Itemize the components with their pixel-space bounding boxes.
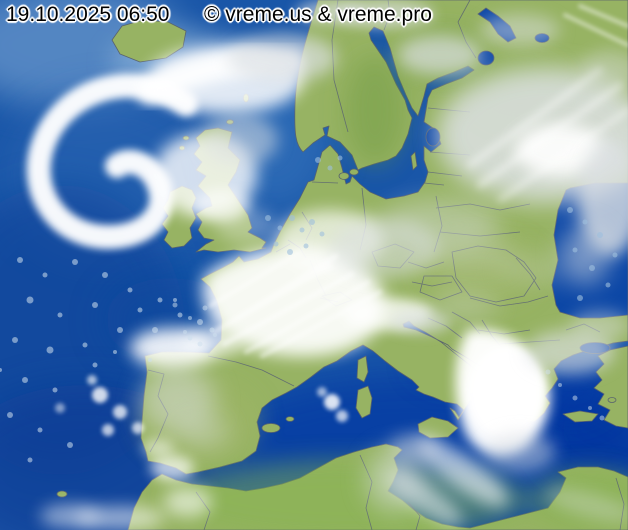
- sicily: [417, 416, 459, 439]
- haze-libya-coast: [546, 488, 628, 522]
- cloud-norway-top: [295, 0, 365, 24]
- storm-tail: [416, 437, 508, 507]
- cloud-mass-north: [227, 34, 337, 82]
- danish-island: [349, 168, 359, 176]
- corsica: [356, 355, 369, 383]
- menorca: [285, 416, 295, 422]
- cloud-north-sea: [202, 114, 278, 166]
- cloud-south-ionian: [485, 432, 555, 472]
- cloud-northeast: [580, 50, 628, 90]
- cloud-thrace: [570, 311, 628, 341]
- biscay-speckles: [172, 302, 217, 347]
- front-streaks: [208, 250, 382, 358]
- iceland: [111, 19, 187, 63]
- aegean-speckles: [545, 369, 605, 421]
- storm-core-ionian: [467, 346, 543, 438]
- cloud-gibraltar: [150, 455, 194, 481]
- speckle-layer: [0, 155, 618, 463]
- northeast-streaks: [563, 4, 628, 47]
- cloud-layer: [26, 0, 628, 530]
- cloud-west-sardinia: [324, 394, 340, 410]
- veil-east-europe: [425, 235, 515, 275]
- cloud-core-russia: [515, 124, 605, 176]
- black-sea-speckles: [567, 207, 618, 301]
- haze-sicily-channel: [390, 433, 440, 463]
- cloud-england-veil: [215, 207, 275, 243]
- cloud-atlantic-south: [40, 504, 100, 528]
- cloud-west-sardinia: [317, 387, 327, 397]
- haze-balkans: [430, 289, 500, 321]
- mallorca: [261, 423, 281, 433]
- cloud-west-black-sea: [560, 225, 610, 285]
- cloud-morocco: [164, 487, 212, 517]
- crete: [562, 410, 599, 423]
- cloud-south-finland: [398, 35, 482, 75]
- danish-island: [338, 172, 350, 180]
- madeira: [56, 490, 68, 498]
- copyright-label: © vreme.us & vreme.pro: [204, 3, 432, 26]
- cloud-cadiz: [142, 439, 174, 457]
- haze-spain-south: [179, 414, 231, 450]
- haze-tunisia: [365, 448, 425, 512]
- aegean-island: [607, 397, 617, 403]
- cloud-west-sardinia: [336, 410, 348, 422]
- cloud-cantabria: [182, 327, 242, 357]
- channel-speckles: [265, 155, 343, 255]
- cloud-north-italy: [390, 310, 450, 334]
- atlantic-cloud-blobs: [55, 375, 144, 436]
- atlantic-speckles: [0, 257, 215, 463]
- sardinia: [355, 385, 373, 419]
- gotland: [410, 151, 418, 171]
- veil-east-europe: [495, 254, 565, 286]
- cloud-kola: [480, 14, 560, 46]
- timestamp-label: 19.10.2025 06:50: [6, 3, 170, 26]
- russia-streaks: [467, 67, 628, 203]
- cloud-aegean: [525, 330, 615, 374]
